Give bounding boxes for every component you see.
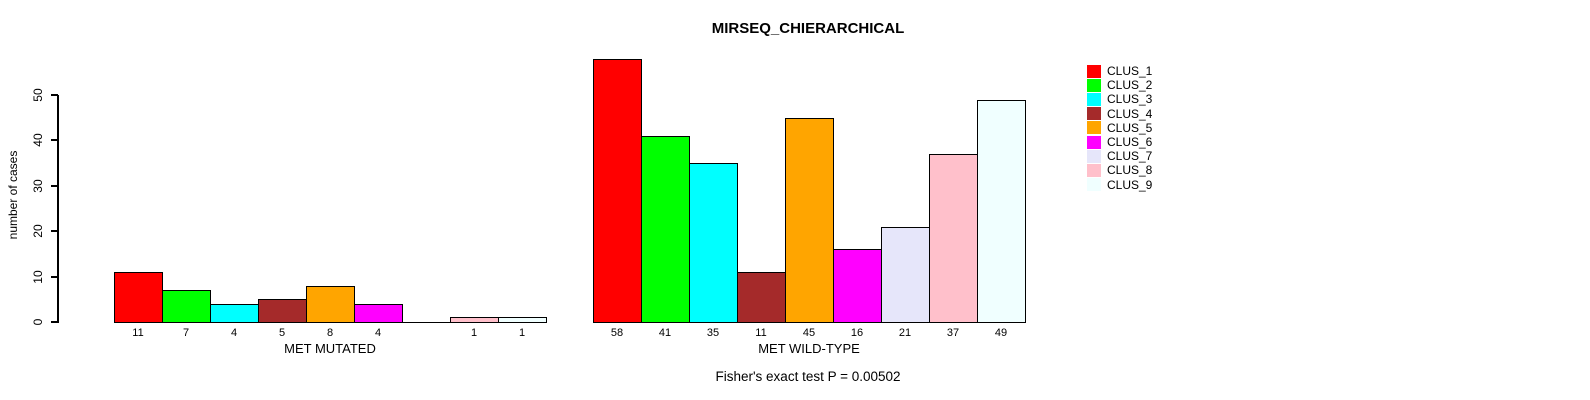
bar-value-label: 21 — [898, 327, 912, 339]
bar-value-label: 4 — [230, 327, 238, 339]
legend-item-label: CLUS_6 — [1107, 135, 1153, 150]
bar-met-mutated-clus-9 — [498, 317, 547, 323]
bar-met-mutated-clus-7 — [402, 322, 451, 323]
legend-item-label: CLUS_3 — [1107, 92, 1153, 107]
bar-met-wild-type-clus-1 — [593, 59, 642, 323]
legend-item: CLUS_4 — [1087, 107, 1152, 121]
legend-color-swatch-icon — [1087, 121, 1101, 135]
bar-met-wild-type-clus-3 — [689, 163, 738, 323]
bar-met-mutated-clus-2 — [162, 290, 211, 323]
bar-met-wild-type-clus-6 — [833, 249, 882, 323]
group-label-met-wild-type: MET WILD-TYPE — [758, 341, 860, 356]
y-axis-tick — [51, 139, 58, 141]
bar-met-wild-type-clus-8 — [929, 154, 978, 323]
legend-item-label: CLUS_7 — [1107, 149, 1153, 164]
legend-color-swatch-icon — [1087, 92, 1101, 106]
legend-item: CLUS_8 — [1087, 163, 1152, 177]
legend-color-swatch-icon — [1087, 135, 1101, 149]
legend-item-label: CLUS_9 — [1107, 177, 1153, 192]
bar-value-label: 11 — [132, 327, 144, 339]
legend-item-label: CLUS_8 — [1107, 163, 1153, 178]
group-label-met-mutated: MET MUTATED — [284, 341, 376, 356]
bar-value-label: 11 — [755, 327, 767, 339]
legend-color-swatch-icon — [1087, 64, 1101, 78]
bar-value-label: 1 — [518, 327, 526, 339]
y-axis-tick-label: 0 — [31, 318, 45, 326]
bar-value-label: 7 — [182, 327, 190, 339]
bar-value-label: 4 — [374, 327, 382, 339]
bar-met-mutated-clus-5 — [306, 286, 355, 323]
bar-met-wild-type-clus-9 — [977, 100, 1026, 323]
legend-item: CLUS_7 — [1087, 149, 1152, 163]
legend-item-label: CLUS_5 — [1107, 120, 1153, 135]
bar-met-mutated-clus-1 — [114, 272, 163, 323]
legend-item: CLUS_1 — [1087, 64, 1152, 78]
y-axis-tick — [51, 94, 58, 96]
bar-met-wild-type-clus-5 — [785, 118, 834, 323]
bar-value-label: 1 — [470, 327, 478, 339]
bar-met-mutated-clus-8 — [450, 317, 499, 323]
y-axis-tick — [51, 276, 58, 278]
bar-value-label: 8 — [326, 327, 334, 339]
y-axis-tick-label: 10 — [31, 270, 45, 284]
bar-met-mutated-clus-6 — [354, 304, 403, 323]
y-axis-tick — [51, 185, 58, 187]
bar-met-wild-type-clus-7 — [881, 227, 930, 323]
bar-value-label: 58 — [610, 327, 624, 339]
legend-item: CLUS_5 — [1087, 121, 1152, 135]
y-axis-line — [57, 95, 59, 323]
bar-value-label: 45 — [802, 327, 816, 339]
bar-value-label: 35 — [706, 327, 720, 339]
legend-item-label: CLUS_1 — [1107, 64, 1153, 79]
bar-value-label: 49 — [994, 327, 1008, 339]
legend-color-swatch-icon — [1087, 149, 1101, 163]
legend: CLUS_1 CLUS_2 CLUS_3 CLUS_4 CLUS_5 CLUS_6 CLUS… — [1087, 64, 1152, 192]
y-axis-tick — [51, 230, 58, 232]
legend-color-swatch-icon — [1087, 107, 1101, 121]
legend-item: CLUS_2 — [1087, 78, 1152, 92]
bar-met-mutated-clus-4 — [258, 299, 307, 323]
bar-value-label: 41 — [658, 327, 672, 339]
y-axis-tick-label: 40 — [31, 133, 45, 147]
bar-value-label: 5 — [278, 327, 286, 339]
bar-met-mutated-clus-3 — [210, 304, 259, 323]
bar-value-label: 16 — [850, 327, 864, 339]
legend-color-swatch-icon — [1087, 163, 1101, 177]
legend-color-swatch-icon — [1087, 178, 1101, 192]
y-axis-label: number of cases — [6, 150, 20, 240]
legend-item: CLUS_3 — [1087, 92, 1152, 106]
legend-item-label: CLUS_4 — [1107, 106, 1153, 121]
legend-item-label: CLUS_2 — [1107, 78, 1153, 93]
legend-item: CLUS_9 — [1087, 178, 1152, 192]
bar-met-wild-type-clus-4 — [737, 272, 786, 323]
bar-value-label: 37 — [946, 327, 960, 339]
y-axis-tick-label: 20 — [31, 224, 45, 238]
y-axis-tick — [51, 321, 58, 323]
fisher-test-note: Fisher's exact test P = 0.00502 — [715, 369, 901, 384]
legend-color-swatch-icon — [1087, 78, 1101, 92]
legend-item: CLUS_6 — [1087, 135, 1152, 149]
chart-title: MIRSEQ_CHIERARCHICAL — [711, 20, 905, 37]
bar-met-wild-type-clus-2 — [641, 136, 690, 323]
y-axis-tick-label: 50 — [31, 88, 45, 102]
y-axis-tick-label: 30 — [31, 179, 45, 193]
